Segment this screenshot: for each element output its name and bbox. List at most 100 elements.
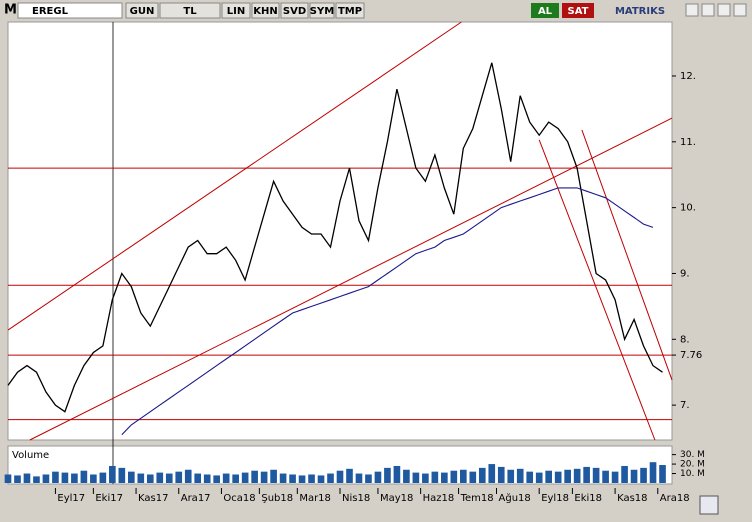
toolbar-button-label: SYM [310, 6, 334, 17]
volume-bar [317, 475, 325, 483]
volume-bar [61, 472, 69, 483]
volume-tick-label: 20. M [680, 460, 705, 470]
y-tick-label: 7. [680, 400, 690, 411]
y-tick-label: 7.76 [680, 350, 702, 361]
volume-bar [109, 465, 116, 483]
restore[interactable] [701, 3, 715, 17]
toolbar-button[interactable] [280, 2, 309, 19]
volume-bar [146, 474, 154, 483]
volume-bar [459, 469, 467, 483]
volume-bar [431, 471, 439, 483]
volume-bar [478, 467, 486, 483]
volume-bar [441, 472, 448, 483]
x-tick-label: Mar18 [299, 493, 331, 504]
volume-bar [90, 474, 97, 483]
price-line [7, 62, 663, 413]
volume-bar [127, 471, 135, 483]
refresh-button[interactable] [699, 495, 719, 515]
x-tick-label: Eki18 [574, 493, 602, 504]
toolbar-button[interactable] [251, 2, 280, 19]
trend-line [538, 139, 656, 441]
volume-bar [554, 471, 562, 483]
price-panel [7, 21, 673, 441]
buy-label: AL [538, 6, 553, 17]
volume-tick-label: 10. M [680, 469, 705, 479]
sell-label: SAT [568, 6, 589, 17]
volume-bar [621, 465, 628, 483]
volume-bar [573, 468, 581, 483]
volume-bar [260, 471, 268, 483]
volume-bar [251, 470, 258, 483]
volume-bar [336, 470, 344, 483]
y-tick-label: 10. [680, 203, 696, 214]
close[interactable] [733, 3, 747, 17]
volume-tick-label: 30. M [680, 450, 705, 460]
volume-bar [659, 465, 666, 483]
volume-bar [14, 475, 21, 483]
toolbar-button-label: TL [183, 6, 197, 17]
toolbar-button-label: LIN [227, 6, 245, 17]
volume-bar [289, 474, 296, 483]
volume-bar [33, 476, 40, 483]
volume-bar [270, 469, 277, 483]
volume-bar [175, 471, 183, 483]
x-tick-label: Eki17 [95, 493, 123, 504]
x-tick-label: Kas17 [138, 493, 168, 504]
x-tick-label: Haz18 [423, 493, 455, 504]
volume-bar [602, 470, 609, 483]
x-tick-label: Eyl18 [541, 493, 569, 504]
volume-bar [583, 466, 590, 483]
volume-bar [365, 474, 372, 483]
volume-bar [545, 470, 553, 483]
x-tick-label: Tem18 [460, 493, 494, 504]
minimize[interactable] [685, 3, 699, 17]
x-tick-label: Şub18 [261, 493, 293, 504]
x-tick-label: Ara17 [181, 493, 211, 504]
volume-bar [516, 468, 524, 483]
symbol: EREGL [32, 6, 69, 17]
volume-bar [42, 474, 50, 483]
x-tick-label: Oca18 [223, 493, 255, 504]
toolbar-button-label: SVD [283, 6, 306, 17]
trend-line [29, 117, 673, 441]
volume-bar [156, 472, 164, 483]
volume-bar [355, 473, 363, 483]
volume-bar [4, 474, 12, 483]
volume-bar [640, 467, 647, 483]
volume-bar [241, 472, 249, 483]
x-tick-label: Ağu18 [499, 492, 531, 504]
toolbar: M EREGL AL SAT MATRIKS [4, 2, 747, 19]
y-tick-label: 8. [680, 334, 690, 345]
volume-bar [412, 472, 420, 483]
volume-bar [118, 467, 126, 483]
toolbar-button[interactable] [309, 2, 335, 19]
volume-bar [165, 473, 173, 483]
volume-bar [80, 470, 88, 483]
volume-bar [526, 471, 534, 483]
toolbar-button[interactable] [125, 2, 159, 19]
sell-button[interactable] [562, 3, 594, 18]
toolbar-button[interactable] [335, 2, 365, 19]
buy-button[interactable] [531, 3, 559, 18]
volume-bar [403, 469, 410, 483]
volume-bar [592, 467, 600, 483]
toolbar-button[interactable] [221, 2, 251, 19]
logo: M [4, 3, 17, 18]
x-tick-label: Eyl17 [57, 493, 85, 504]
symbol-box[interactable] [17, 2, 123, 19]
y-tick-label: 11. [680, 137, 696, 148]
volume-bar [384, 467, 391, 483]
volume-bar [203, 474, 211, 483]
volume-bar [23, 473, 31, 483]
volume-bar [611, 471, 619, 483]
volume-bar [222, 473, 230, 483]
toolbar-button-label: TMP [338, 6, 362, 17]
toolbar-button[interactable] [159, 2, 221, 19]
volume-bar [374, 471, 382, 483]
y-tick-label: 9. [680, 268, 690, 279]
maximize[interactable] [717, 3, 731, 17]
volume-bar [422, 473, 429, 483]
toolbar-button-label: GUN [130, 6, 155, 17]
trend-line [7, 21, 462, 331]
